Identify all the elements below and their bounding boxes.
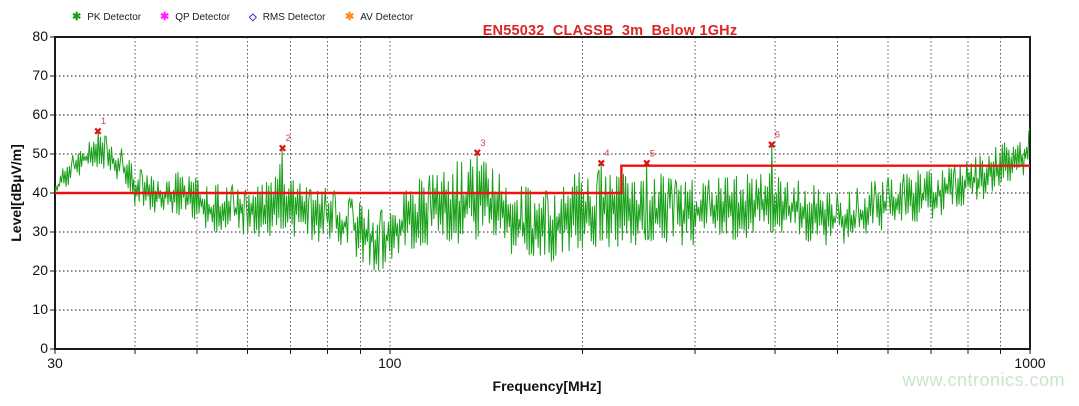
- x-tick-label: 100: [378, 355, 402, 371]
- qp-detector-icon: ✱: [160, 10, 170, 23]
- y-tick-label: 30: [32, 223, 48, 239]
- peak-marker-icon: ✖: [767, 139, 776, 151]
- plot-svg: ✖1✖2✖3✖4✖5✖6: [50, 36, 1031, 354]
- av-detector-icon: ✱: [345, 10, 355, 23]
- rms-detector-icon: ◇: [249, 11, 257, 23]
- legend-label-rms: RMS Detector: [262, 11, 326, 23]
- limit-line: [55, 164, 1030, 195]
- x-tick-label: 1000: [1014, 355, 1046, 371]
- peak-marker-label: 2: [286, 133, 291, 144]
- peak-marker-label: 1: [101, 116, 106, 127]
- legend-label-pk: PK Detector: [87, 11, 142, 23]
- legend-item-pk: ✱ PK Detector: [72, 9, 141, 25]
- y-tick-label: 10: [32, 301, 48, 317]
- peak-marker-icon: ✖: [278, 143, 287, 155]
- y-tick-label: 20: [32, 262, 48, 278]
- pk-detector-trace: [54, 128, 1031, 271]
- y-tick-label: 70: [32, 67, 48, 83]
- peak-marker-label: 3: [480, 138, 485, 149]
- y-tick-label: 80: [32, 28, 48, 44]
- y-tick-label: 40: [32, 184, 48, 200]
- x-tick-label: 30: [47, 355, 63, 371]
- peak-marker-icon: ✖: [597, 158, 606, 170]
- legend-item-av: ✱ AV Detector: [345, 9, 413, 25]
- legend-item-qp: ✱ QP Detector: [160, 9, 230, 25]
- y-tick-label: 0: [40, 340, 48, 356]
- peak-marker-label: 4: [604, 148, 609, 159]
- legend-label-qp: QP Detector: [175, 11, 231, 23]
- peak-marker-label: 6: [775, 130, 780, 141]
- legend-label-av: AV Detector: [360, 11, 414, 23]
- peak-marker-icon: ✖: [642, 158, 651, 170]
- peak-marker-icon: ✖: [473, 148, 482, 160]
- x-axis-title: Frequency[MHz]: [492, 378, 602, 394]
- y-tick-label: 50: [32, 145, 48, 161]
- peak-marker-icon: ✖: [93, 126, 102, 138]
- legend-item-rms: ◇ RMS Detector: [249, 9, 326, 25]
- pk-detector-icon: ✱: [72, 10, 82, 23]
- watermark: www.cntronics.com: [902, 370, 1065, 390]
- peak-marker-label: 5: [650, 148, 655, 159]
- chart-title: EN55032_CLASSB_3m_Below 1GHz: [482, 23, 738, 39]
- plot-area[interactable]: ✖ 1 ✖ 2 ✖ 3 ✖ 4 ✖ 5 ✖ 6: [45, 33, 1035, 357]
- y-tick-label: 60: [32, 106, 48, 122]
